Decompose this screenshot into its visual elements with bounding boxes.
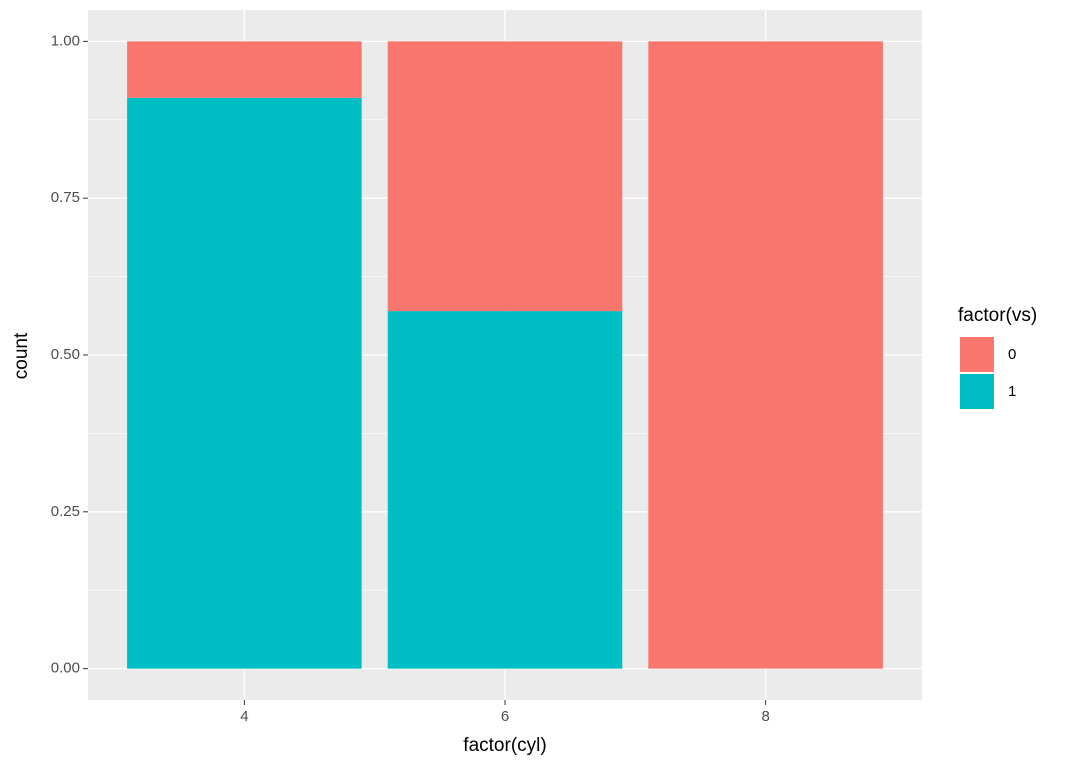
legend-label: 0 <box>1008 346 1016 363</box>
bar-segment <box>127 41 362 98</box>
legend-label: 1 <box>1008 383 1016 400</box>
legend-key <box>960 337 994 372</box>
y-tick-label: 1.00 <box>51 32 80 49</box>
x-axis-title: factor(cyl) <box>463 735 546 756</box>
bar-segment <box>387 41 623 312</box>
y-tick-label: 0.25 <box>51 503 80 520</box>
legend-key <box>960 374 994 409</box>
x-tick-label: 6 <box>501 708 509 725</box>
legend-title: factor(vs) <box>958 305 1037 326</box>
y-tick-label: 0.00 <box>51 660 80 677</box>
y-tick-label: 0.75 <box>51 189 80 206</box>
y-tick-label: 0.50 <box>51 346 80 363</box>
bar-segment <box>127 97 362 669</box>
bar-segment <box>648 41 883 669</box>
x-tick-label: 8 <box>761 708 769 725</box>
bar-segment <box>387 311 623 669</box>
y-axis-title: count <box>11 332 32 379</box>
x-tick-label: 4 <box>240 708 248 725</box>
